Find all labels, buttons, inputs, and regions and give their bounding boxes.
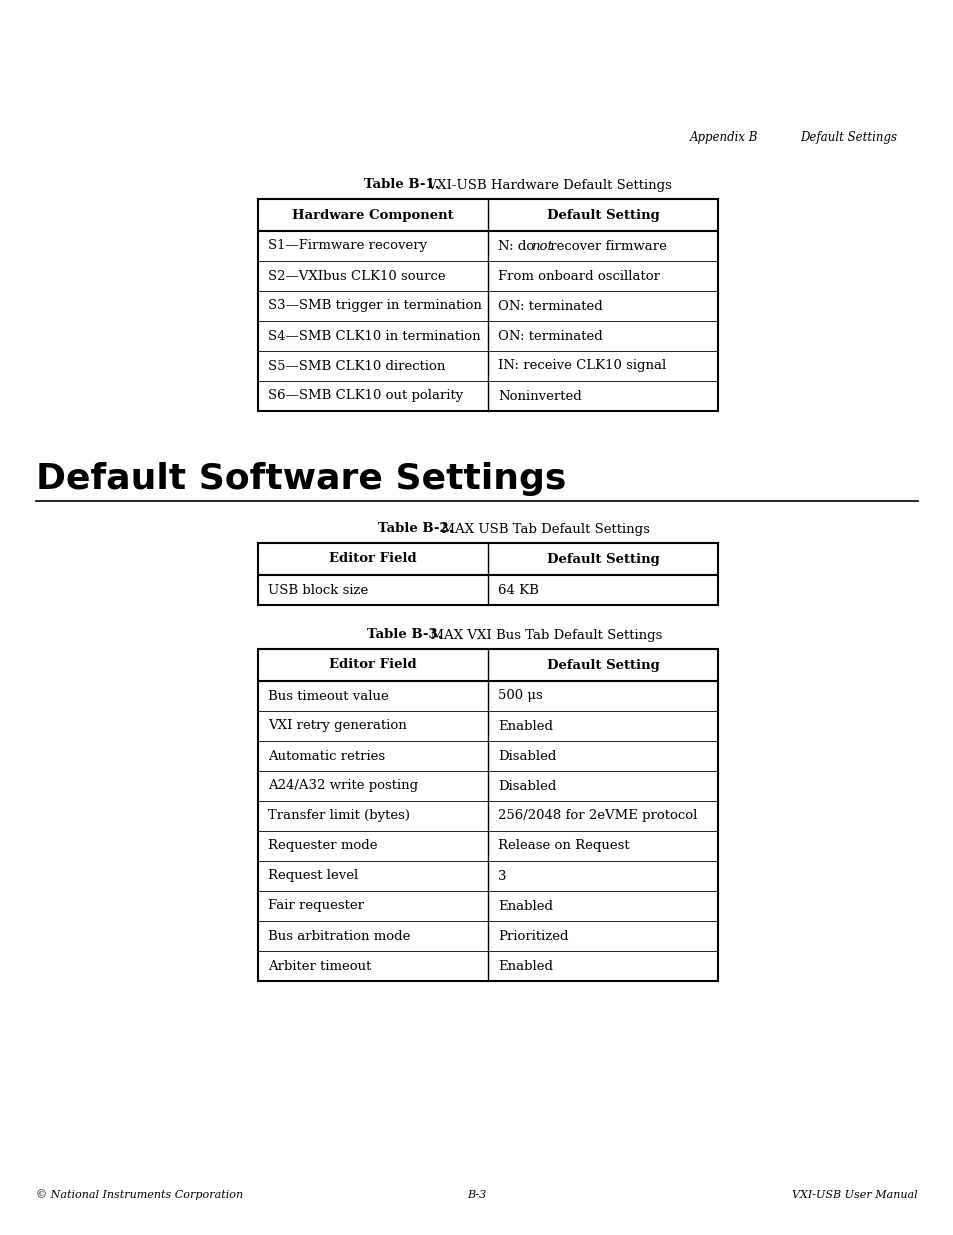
Text: VXI retry generation: VXI retry generation (268, 720, 406, 732)
Text: S6—SMB CLK10 out polarity: S6—SMB CLK10 out polarity (268, 389, 463, 403)
Text: Table B-3.: Table B-3. (367, 629, 442, 641)
Text: ON: terminated: ON: terminated (497, 330, 602, 342)
Text: Enabled: Enabled (497, 899, 553, 913)
Text: Editor Field: Editor Field (329, 658, 416, 672)
Text: IN: receive CLK10 signal: IN: receive CLK10 signal (497, 359, 665, 373)
Text: Release on Request: Release on Request (497, 840, 629, 852)
Text: MAX VXI Bus Tab Default Settings: MAX VXI Bus Tab Default Settings (421, 629, 661, 641)
Text: Default Setting: Default Setting (546, 658, 659, 672)
Text: S3—SMB trigger in termination: S3—SMB trigger in termination (268, 300, 481, 312)
Bar (257, 650, 718, 981)
Text: Requester mode: Requester mode (268, 840, 377, 852)
Text: Default Setting: Default Setting (546, 552, 659, 566)
Text: S2—VXIbus CLK10 source: S2—VXIbus CLK10 source (268, 269, 445, 283)
Text: B-3: B-3 (467, 1191, 486, 1200)
Text: Enabled: Enabled (497, 720, 553, 732)
Text: ON: terminated: ON: terminated (497, 300, 602, 312)
Text: 64 KB: 64 KB (497, 583, 538, 597)
Text: Appendix B: Appendix B (689, 131, 758, 144)
Text: Default Software Settings: Default Software Settings (36, 462, 566, 496)
Text: recover firmware: recover firmware (545, 240, 666, 252)
Bar (257, 543, 718, 605)
Text: Arbiter timeout: Arbiter timeout (268, 960, 371, 972)
Text: Disabled: Disabled (497, 750, 556, 762)
Text: Prioritized: Prioritized (497, 930, 568, 942)
Text: © National Instruments Corporation: © National Instruments Corporation (36, 1189, 243, 1200)
Text: Bus arbitration mode: Bus arbitration mode (268, 930, 410, 942)
Text: not: not (531, 240, 553, 252)
Text: S5—SMB CLK10 direction: S5—SMB CLK10 direction (268, 359, 445, 373)
Text: N: do: N: do (497, 240, 537, 252)
Text: S1—Firmware recovery: S1—Firmware recovery (268, 240, 427, 252)
Text: Default Setting: Default Setting (546, 209, 659, 221)
Bar (257, 199, 718, 411)
Text: A24/A32 write posting: A24/A32 write posting (268, 779, 417, 793)
Text: Automatic retries: Automatic retries (268, 750, 385, 762)
Text: Request level: Request level (268, 869, 358, 883)
Text: Bus timeout value: Bus timeout value (268, 689, 388, 703)
Text: Hardware Component: Hardware Component (292, 209, 454, 221)
Text: Enabled: Enabled (497, 960, 553, 972)
Text: VXI-USB Hardware Default Settings: VXI-USB Hardware Default Settings (418, 179, 672, 191)
Text: MAX USB Tab Default Settings: MAX USB Tab Default Settings (433, 522, 649, 536)
Text: From onboard oscillator: From onboard oscillator (497, 269, 659, 283)
Text: VXI-USB User Manual: VXI-USB User Manual (792, 1191, 917, 1200)
Text: 500 μs: 500 μs (497, 689, 542, 703)
Text: S4—SMB CLK10 in termination: S4—SMB CLK10 in termination (268, 330, 480, 342)
Text: Table B-2.: Table B-2. (377, 522, 453, 536)
Text: Fair requester: Fair requester (268, 899, 364, 913)
Text: Noninverted: Noninverted (497, 389, 581, 403)
Text: Disabled: Disabled (497, 779, 556, 793)
Text: 3: 3 (497, 869, 506, 883)
Text: 256/2048 for 2eVME protocol: 256/2048 for 2eVME protocol (497, 809, 697, 823)
Text: USB block size: USB block size (268, 583, 368, 597)
Text: Transfer limit (bytes): Transfer limit (bytes) (268, 809, 410, 823)
Text: Table B-1.: Table B-1. (364, 179, 439, 191)
Text: Default Settings: Default Settings (800, 131, 896, 144)
Text: Editor Field: Editor Field (329, 552, 416, 566)
